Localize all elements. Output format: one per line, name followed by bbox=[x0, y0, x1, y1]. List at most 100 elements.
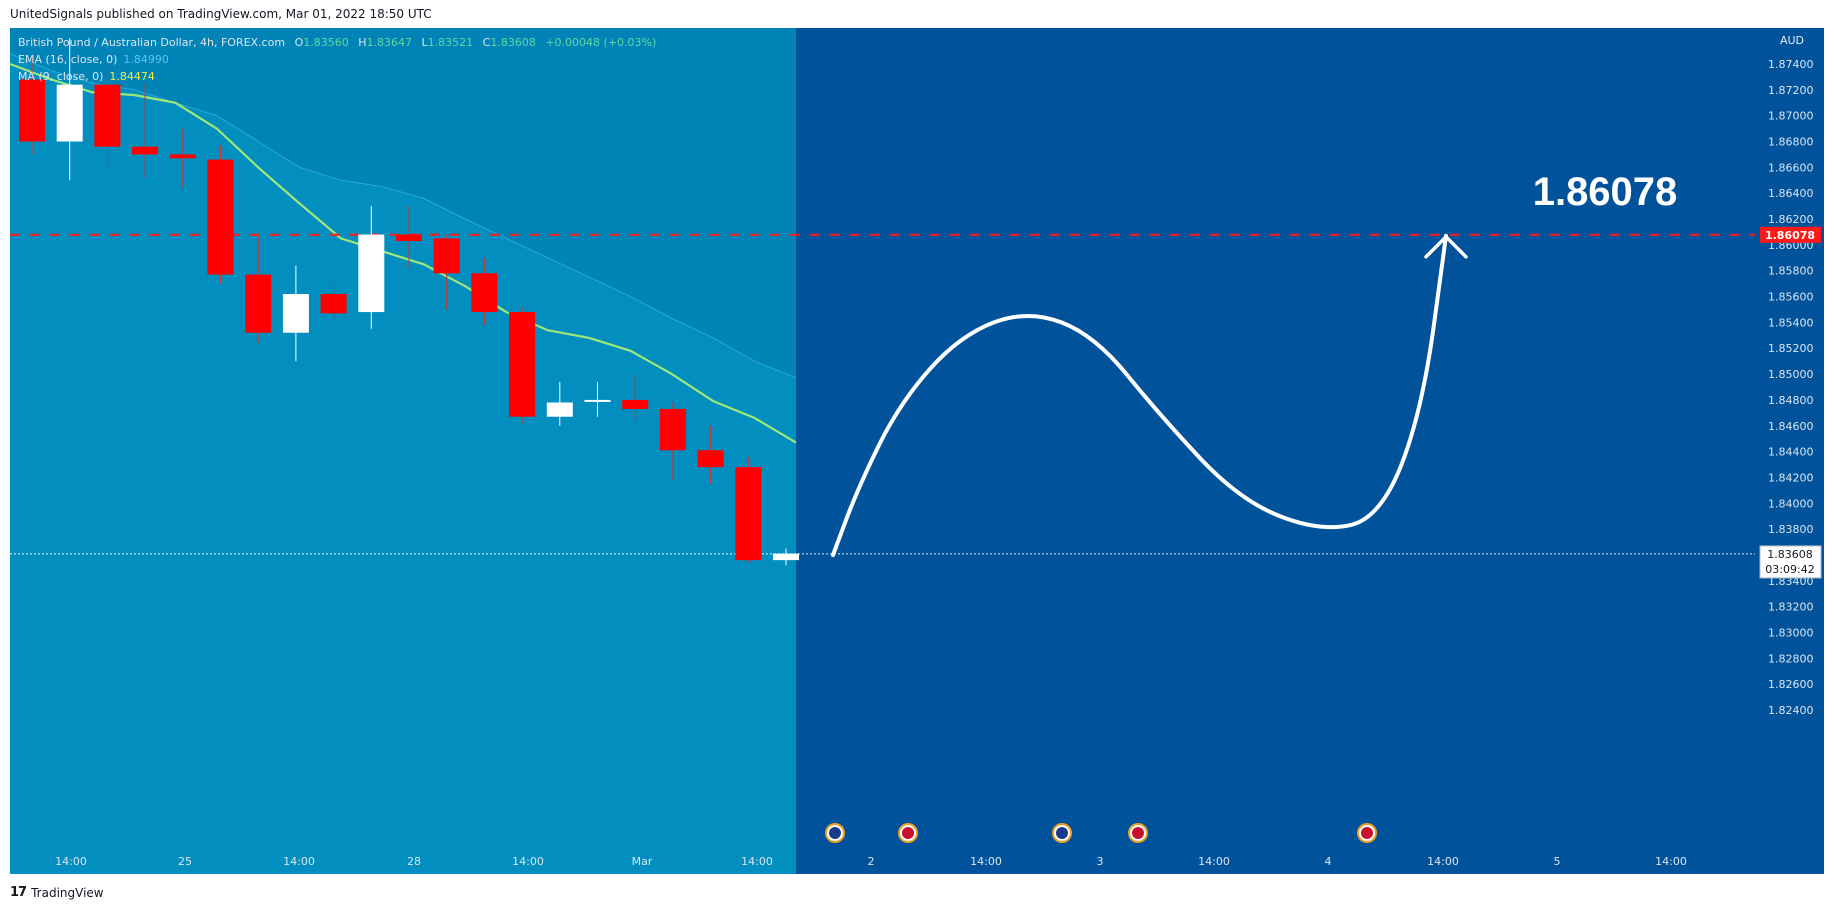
time-tick-label: 14:00 bbox=[1655, 855, 1687, 868]
candle-body bbox=[132, 146, 159, 155]
countdown-label: 03:09:42 bbox=[1765, 563, 1814, 576]
candle-body bbox=[546, 402, 573, 417]
price-tick-label: 1.87400 bbox=[1768, 58, 1814, 71]
event-flag-gb-icon bbox=[1132, 827, 1144, 839]
candle-body bbox=[471, 273, 498, 313]
legend-ema-row[interactable]: EMA (16, close, 0) 1.84990 bbox=[18, 51, 656, 68]
price-tick-label: 1.82800 bbox=[1768, 652, 1814, 665]
chart-frame[interactable]: 1.86078 1.87400 1.87200 1.87000 1.86800 1.866… bbox=[10, 28, 1824, 874]
footer: 17 TradingView bbox=[10, 885, 104, 900]
currency-label: AUD bbox=[1780, 34, 1804, 47]
time-tick-label: 14:00 bbox=[1198, 855, 1230, 868]
candle-body bbox=[245, 274, 272, 333]
price-tick-label: 1.83000 bbox=[1768, 626, 1814, 639]
time-tick-label: 14:00 bbox=[55, 855, 87, 868]
candle-body bbox=[622, 399, 649, 409]
tradingview-logo-icon[interactable]: 17 bbox=[10, 885, 27, 900]
time-tick-label: 4 bbox=[1325, 855, 1332, 868]
ma-label: MA (9, close, 0) bbox=[18, 70, 104, 83]
price-tick-label: 1.85600 bbox=[1768, 291, 1814, 304]
time-tick-label: 14:00 bbox=[1427, 855, 1459, 868]
time-tick-label: 25 bbox=[178, 855, 192, 868]
candle-body bbox=[735, 467, 762, 561]
ma-value: 1.84474 bbox=[109, 70, 155, 83]
price-tick-label: 1.85800 bbox=[1768, 265, 1814, 278]
price-tick-label: 1.85400 bbox=[1768, 316, 1814, 329]
low-label: L bbox=[421, 36, 428, 49]
price-tick-label: 1.83200 bbox=[1768, 601, 1814, 614]
candle-body bbox=[207, 159, 234, 275]
time-tick-label: 3 bbox=[1097, 855, 1104, 868]
target-price-tag bbox=[1760, 226, 1821, 243]
close-label: C bbox=[482, 36, 491, 49]
candle-body bbox=[282, 293, 309, 333]
ema-band-area bbox=[10, 53, 796, 874]
low-value: 1.83521 bbox=[427, 36, 474, 49]
price-tick-label: 1.82600 bbox=[1768, 678, 1814, 691]
time-tick-label: 14:00 bbox=[512, 855, 544, 868]
candle-body bbox=[773, 553, 799, 561]
ma-line bbox=[10, 62, 797, 444]
symbol-name[interactable]: British Pound / Australian Dollar, 4h, F… bbox=[18, 36, 286, 49]
candle-body bbox=[584, 399, 611, 402]
price-tick-label: 1.84400 bbox=[1768, 446, 1814, 459]
time-tick-label: 2 bbox=[868, 855, 875, 868]
target-price-tag-label: 1.86078 bbox=[1765, 229, 1815, 242]
projection-curve bbox=[831, 233, 1448, 557]
price-tick-label: 1.84800 bbox=[1768, 394, 1814, 407]
price-tick-label: 1.84000 bbox=[1768, 497, 1814, 510]
publisher-line: UnitedSignals published on TradingView.c… bbox=[10, 7, 432, 21]
current-price-tag-label: 1.83608 bbox=[1767, 548, 1813, 561]
time-tick-label: 14:00 bbox=[970, 855, 1002, 868]
time-tick-label: Mar bbox=[632, 855, 653, 868]
candle-body bbox=[433, 238, 460, 274]
price-tick-label: 1.85200 bbox=[1768, 342, 1814, 355]
price-tick-label: 1.82400 bbox=[1768, 704, 1814, 717]
candle-body bbox=[697, 450, 724, 468]
price-tick-label: 1.87200 bbox=[1768, 84, 1814, 97]
candle-body bbox=[56, 84, 83, 142]
price-tick-label: 1.86400 bbox=[1768, 187, 1814, 200]
footer-brand[interactable]: TradingView bbox=[31, 885, 104, 900]
event-flag-au-icon bbox=[1056, 827, 1068, 839]
open-value: 1.83560 bbox=[303, 36, 349, 49]
ema-line bbox=[10, 53, 797, 379]
candle-body bbox=[659, 408, 686, 451]
price-tick-label: 1.87000 bbox=[1768, 110, 1814, 123]
chart-canvas[interactable]: 1.86078 1.87400 1.87200 1.87000 1.86800 1.866… bbox=[10, 28, 1824, 874]
event-flag-gb-icon bbox=[1361, 827, 1373, 839]
price-tick-label: 1.86800 bbox=[1768, 136, 1814, 149]
legend-symbol-row: British Pound / Australian Dollar, 4h, F… bbox=[18, 34, 656, 51]
candle-body bbox=[358, 234, 385, 313]
candle-body bbox=[509, 312, 536, 417]
ema-value: 1.84990 bbox=[123, 53, 169, 66]
candle-body bbox=[169, 154, 196, 159]
candle-body bbox=[94, 84, 121, 147]
price-tick-label: 1.85000 bbox=[1768, 368, 1814, 381]
candle-body bbox=[396, 234, 422, 242]
target-price-annotation: 1.86078 bbox=[1533, 170, 1678, 214]
chart-legend: British Pound / Australian Dollar, 4h, F… bbox=[18, 34, 656, 85]
candle-body bbox=[320, 293, 347, 314]
high-value: 1.83647 bbox=[366, 36, 413, 49]
legend-ma-row[interactable]: MA (9, close, 0) 1.84474 bbox=[18, 68, 656, 85]
ema-label: EMA (16, close, 0) bbox=[18, 53, 118, 66]
price-tick-label: 1.86600 bbox=[1768, 161, 1814, 174]
time-tick-label: 28 bbox=[407, 855, 421, 868]
projection-arrowhead bbox=[1424, 234, 1468, 259]
time-tick-label: 14:00 bbox=[283, 855, 315, 868]
price-tick-label: 1.86200 bbox=[1768, 213, 1814, 226]
header-bar: UnitedSignals published on TradingView.c… bbox=[0, 0, 1834, 28]
price-tick-label: 1.83800 bbox=[1768, 523, 1814, 536]
time-tick-label: 14:00 bbox=[741, 855, 773, 868]
current-price-tag bbox=[1759, 545, 1822, 579]
candle-body bbox=[19, 79, 45, 142]
event-flag-au-icon bbox=[829, 827, 841, 839]
close-value: 1.83608 bbox=[490, 36, 536, 49]
event-flag-gb-icon bbox=[902, 827, 914, 839]
high-label: H bbox=[358, 36, 367, 49]
price-tick-label: 1.84600 bbox=[1768, 420, 1814, 433]
time-tick-label: 5 bbox=[1554, 855, 1561, 868]
price-tick-label: 1.84200 bbox=[1768, 471, 1814, 484]
change-value: +0.00048 (+0.03%) bbox=[545, 36, 657, 49]
